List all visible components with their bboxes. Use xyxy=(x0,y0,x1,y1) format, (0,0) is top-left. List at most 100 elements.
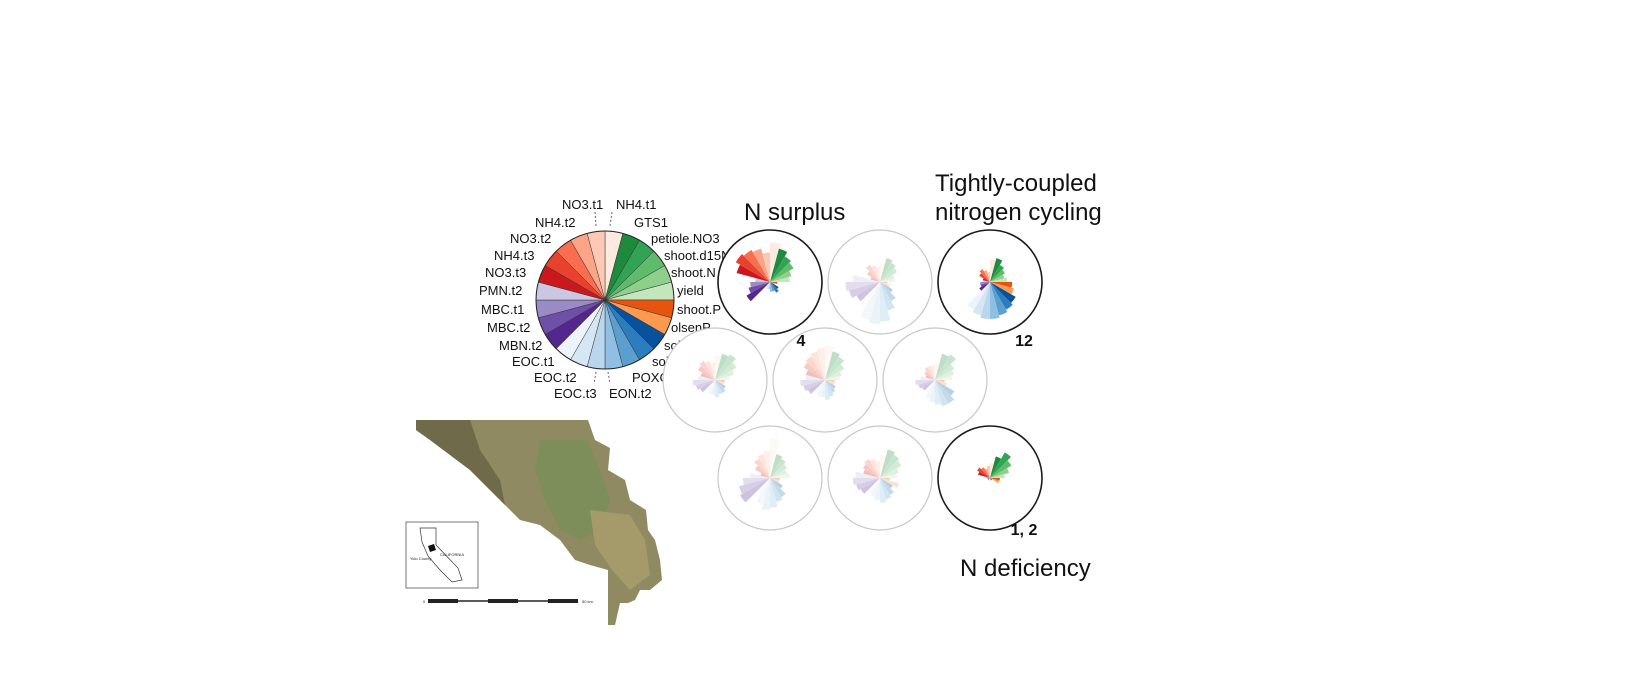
cluster-petal xyxy=(982,278,990,282)
legend-label-no3-t1: NO3.t1 xyxy=(562,197,603,212)
cluster-petal xyxy=(880,282,888,284)
cluster-petal xyxy=(715,380,726,389)
cluster-petal xyxy=(755,278,770,282)
scale-start-label: 0 xyxy=(423,599,426,604)
cluster-petal xyxy=(770,248,788,282)
cluster-petal xyxy=(750,282,770,288)
cluster-petal xyxy=(762,450,770,478)
cluster-petal xyxy=(770,454,783,478)
cluster-petals xyxy=(800,345,845,400)
cluster-petal xyxy=(715,380,720,398)
cluster-circle xyxy=(827,229,933,335)
cluster-petal xyxy=(990,456,1002,478)
cluster-petal xyxy=(983,270,990,282)
cluster-petal xyxy=(770,282,778,284)
legend-label-mbc-t1: MBC.t1 xyxy=(481,302,524,317)
cluster-petal xyxy=(825,371,842,380)
cluster-petal xyxy=(979,273,990,282)
cluster-petal xyxy=(738,478,770,495)
cluster-honeycomb xyxy=(662,229,1043,531)
scale-segment-1 xyxy=(428,599,458,603)
cluster-petal xyxy=(990,282,1013,288)
cluster-petal xyxy=(715,354,736,380)
cluster-petal xyxy=(770,478,778,508)
cluster-petal xyxy=(990,452,1011,478)
cluster-petal xyxy=(990,282,1016,303)
cluster-petal xyxy=(929,380,935,403)
legend-label-gts1: GTS1 xyxy=(634,215,668,230)
cluster-petal xyxy=(990,282,1000,320)
cluster-petal xyxy=(770,282,779,289)
cluster-petal xyxy=(825,380,835,385)
cluster-petal xyxy=(697,375,715,380)
cluster-circle xyxy=(717,425,823,531)
inset-frame xyxy=(405,521,479,589)
cluster-petals xyxy=(735,242,794,302)
cluster-petal xyxy=(740,478,770,503)
cluster-petal xyxy=(870,458,880,478)
cluster-petal xyxy=(925,380,935,400)
cluster-petal xyxy=(848,282,880,299)
cluster-petal xyxy=(880,282,896,302)
cluster-petal xyxy=(980,282,990,285)
cluster-petal xyxy=(990,277,1008,282)
legend-label-petiole-no3: petiole.NO3 xyxy=(651,231,720,246)
cluster-petal xyxy=(990,463,994,478)
cluster-petal xyxy=(977,467,990,478)
cluster-petal xyxy=(875,460,880,478)
cluster-petal xyxy=(825,356,845,380)
cluster-petal xyxy=(770,282,775,285)
cluster-petal xyxy=(935,380,942,405)
cluster-surplus-glyph xyxy=(717,229,823,335)
leader-line-nh4-t1 xyxy=(609,211,613,227)
cluster-petal xyxy=(715,376,730,380)
cluster-label-coupled-line1: Tightly-coupled xyxy=(935,170,1097,197)
cluster-petal xyxy=(931,365,935,380)
cluster-circle xyxy=(882,327,988,433)
cluster-petal xyxy=(990,468,1010,478)
cluster-petal xyxy=(880,274,895,282)
legend-label-eon-t2: EON.t2 xyxy=(609,386,652,401)
cluster-petal xyxy=(990,478,1000,483)
cluster-petal xyxy=(864,458,880,478)
cluster-faded-glyph xyxy=(772,327,878,433)
cluster-petal xyxy=(805,374,825,380)
cluster-petal xyxy=(807,380,825,394)
cluster-number-coupled: 12 xyxy=(1015,333,1033,350)
cluster-petal xyxy=(935,364,955,380)
cluster-petal xyxy=(825,376,840,380)
cluster-circle xyxy=(662,327,768,433)
cluster-petal xyxy=(856,282,880,302)
cluster-petal xyxy=(705,360,715,380)
cluster-petal xyxy=(770,478,783,502)
cluster-petal xyxy=(754,458,770,478)
cluster-petal xyxy=(978,471,990,478)
cluster-circle xyxy=(827,425,933,531)
cluster-petal xyxy=(825,380,831,400)
cluster-petal xyxy=(770,242,781,282)
legend-label-mbn-t2: MBN.t2 xyxy=(499,338,542,353)
cluster-petal xyxy=(927,365,935,380)
cluster-petal xyxy=(866,264,880,282)
cluster-petal xyxy=(990,258,1003,282)
cluster-petal xyxy=(768,282,770,290)
cluster-petal xyxy=(715,362,737,380)
cluster-petal xyxy=(876,267,880,282)
cluster-petal xyxy=(862,464,880,478)
cluster-petal xyxy=(935,380,949,407)
cluster-petal xyxy=(770,282,779,293)
cluster-petal xyxy=(770,478,786,498)
cluster-petal xyxy=(715,380,725,383)
scale-segment-3 xyxy=(548,599,578,603)
cluster-petal xyxy=(800,380,825,387)
cluster-petals xyxy=(852,449,902,503)
cluster-petal xyxy=(990,460,1012,478)
cluster-petals xyxy=(692,353,737,398)
cluster-petal xyxy=(988,478,990,481)
cluster-label-n-deficiency: N deficiency xyxy=(960,555,1091,582)
legend-label-no3-t2: NO3.t2 xyxy=(510,231,551,246)
cluster-petal xyxy=(707,380,715,395)
cluster-petal xyxy=(870,478,880,498)
cluster-petals xyxy=(967,258,1016,320)
cluster-petals xyxy=(738,438,790,511)
